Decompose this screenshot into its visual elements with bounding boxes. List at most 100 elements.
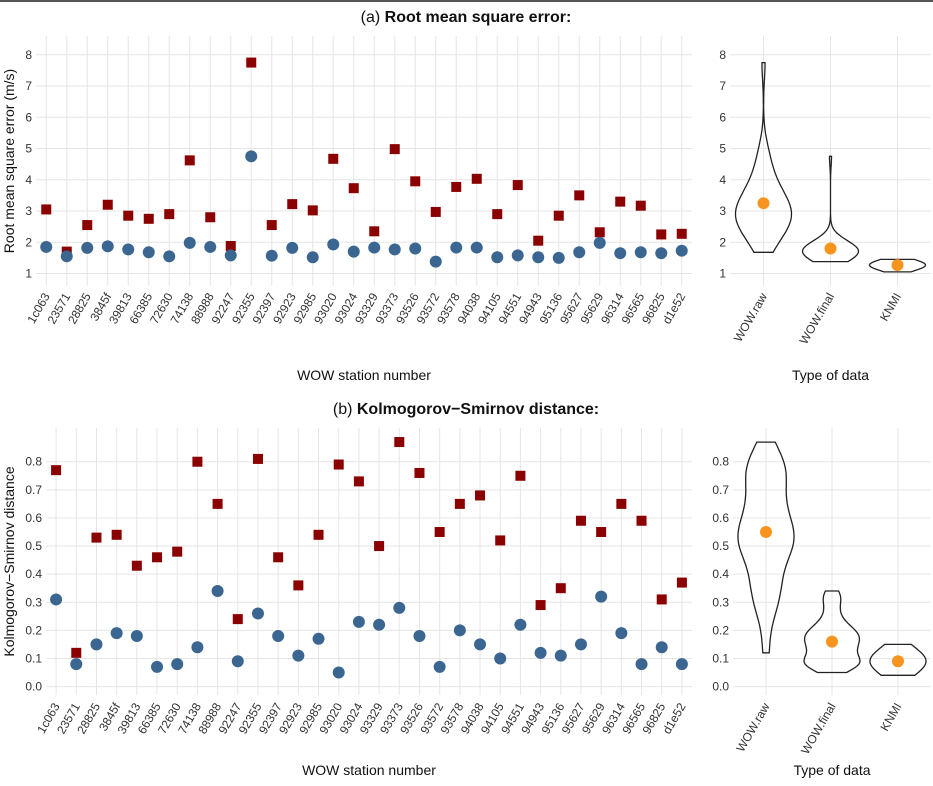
- point-final: [511, 249, 524, 262]
- point-raw: [533, 235, 544, 246]
- violin-shape: [868, 258, 927, 273]
- point-raw: [131, 560, 142, 571]
- y-tick-label: 0.3: [712, 595, 729, 609]
- x-axis-label: WOW station number: [297, 367, 431, 383]
- y-tick-label: 7: [25, 79, 32, 93]
- x-tick-label: WOW.final: [798, 701, 838, 757]
- point-raw: [164, 209, 175, 220]
- point-final: [332, 666, 345, 679]
- y-axis-label: Kolmogorov−Smirnov distance: [1, 466, 17, 656]
- median-point: [826, 635, 838, 648]
- point-raw: [615, 196, 626, 207]
- point-final: [453, 624, 466, 637]
- point-final: [413, 629, 426, 642]
- point-final: [409, 242, 422, 255]
- point-raw: [71, 647, 82, 658]
- point-final: [306, 251, 319, 264]
- point-raw: [252, 453, 263, 464]
- y-tick-label: 2: [719, 235, 726, 249]
- point-final: [90, 638, 103, 651]
- y-tick-label: 0.5: [25, 539, 42, 553]
- y-tick-label: 1: [719, 267, 726, 281]
- violin-shape: [734, 61, 793, 253]
- point-raw: [553, 210, 564, 221]
- y-tick-label: 0.5: [712, 539, 729, 553]
- y-tick-label: 7: [719, 79, 726, 93]
- point-raw: [205, 212, 216, 223]
- point-final: [532, 251, 545, 264]
- point-final: [70, 658, 83, 671]
- point-final: [595, 590, 608, 603]
- y-tick-label: 0.4: [712, 567, 729, 581]
- point-final: [60, 250, 73, 263]
- point-final: [450, 241, 463, 254]
- y-tick-label: 3: [719, 204, 726, 218]
- point-final: [655, 247, 668, 260]
- point-final: [286, 241, 299, 254]
- y-tick-label: 0.4: [25, 567, 42, 581]
- panel-a: (a) Root mean square error:Root mean squ…: [1, 9, 931, 383]
- point-raw: [495, 535, 506, 546]
- y-tick-label: 0.2: [25, 623, 42, 637]
- point-raw: [374, 541, 385, 552]
- point-final: [81, 241, 94, 254]
- point-final: [163, 250, 176, 263]
- panel-title-prefix: (b): [333, 401, 357, 418]
- x-tick-label: KNMI: [877, 291, 904, 324]
- point-raw: [273, 552, 284, 563]
- point-raw: [287, 199, 298, 210]
- y-tick-label: 0.8: [712, 455, 729, 469]
- median-point: [760, 525, 772, 538]
- scatter-plot: 123456781c06323571288253845f398136638572…: [24, 36, 692, 383]
- top-rule: [0, 0, 933, 2]
- y-tick-label: 1: [25, 267, 32, 281]
- point-raw: [348, 183, 359, 194]
- y-tick-label: 0.7: [712, 483, 729, 497]
- point-final: [245, 150, 258, 163]
- y-tick-label: 0.2: [712, 623, 729, 637]
- y-tick-label: 5: [25, 142, 32, 156]
- point-final: [470, 241, 483, 254]
- point-raw: [369, 226, 380, 237]
- point-final: [373, 618, 386, 631]
- y-tick-label: 0.1: [712, 651, 729, 665]
- point-raw: [434, 526, 445, 537]
- point-raw: [454, 498, 465, 509]
- x-tick-label: KNMI: [877, 701, 904, 734]
- point-raw: [232, 614, 243, 625]
- panel-b: (b) Kolmogorov−Smirnov distance:Kolmogor…: [1, 401, 931, 778]
- median-point: [824, 242, 837, 255]
- point-final: [494, 652, 507, 665]
- point-final: [393, 601, 406, 614]
- point-final: [552, 251, 565, 264]
- point-raw: [353, 476, 364, 487]
- point-final: [347, 245, 360, 258]
- point-final: [110, 627, 123, 640]
- y-tick-label: 6: [719, 110, 726, 124]
- point-final: [433, 660, 446, 673]
- point-raw: [82, 220, 93, 231]
- point-final: [554, 649, 567, 662]
- point-final: [231, 655, 244, 668]
- point-final: [224, 249, 237, 262]
- point-final: [211, 585, 224, 598]
- y-tick-label: 0.3: [25, 595, 42, 609]
- y-tick-label: 3: [25, 204, 32, 218]
- violin-plot: 1 2 3 4 5 6 7 8 WOW.raw WOW.final KNMI Type of data: [719, 36, 931, 383]
- panel-title-text: Root mean square error:: [385, 9, 572, 26]
- point-final: [429, 255, 442, 268]
- median-point: [892, 655, 904, 668]
- point-final: [635, 658, 648, 671]
- point-final: [352, 615, 365, 628]
- scatter-plot: 0.00.10.20.30.40.50.60.70.81c06323571288…: [25, 428, 692, 778]
- point-raw: [676, 577, 687, 588]
- point-raw: [307, 205, 318, 216]
- point-raw: [594, 227, 605, 238]
- x-tick-label: WOW.raw: [731, 290, 770, 344]
- point-raw: [123, 210, 134, 221]
- point-raw: [636, 515, 647, 526]
- y-tick-label: 2: [25, 235, 32, 249]
- point-raw: [555, 583, 566, 594]
- x-axis-label: WOW station number: [302, 762, 436, 778]
- violin-shape: [801, 155, 860, 263]
